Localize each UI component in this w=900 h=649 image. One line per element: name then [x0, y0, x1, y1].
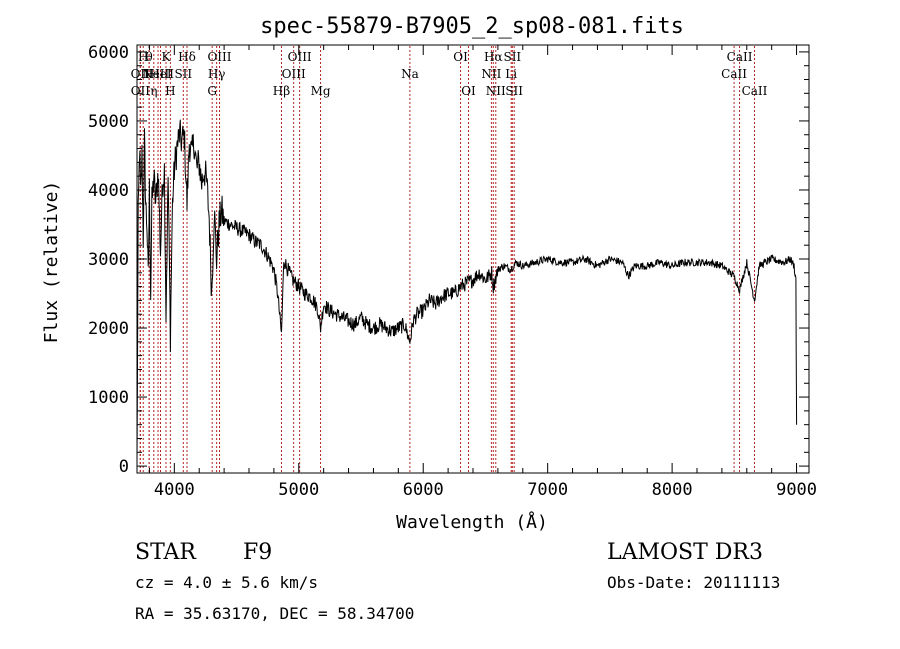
line-label-7: HeI [149, 67, 172, 81]
survey-name: LAMOST DR3 [607, 540, 763, 565]
y-tick-label: 4000 [88, 181, 129, 201]
ra-dec-coordinates: RA = 35.63170, DEC = 58.34700 [135, 604, 414, 623]
line-label-15: Hβ [273, 84, 290, 98]
line-label-24: NII [486, 84, 506, 98]
x-tick-label: 4000 [154, 480, 195, 500]
plot-frame [136, 44, 810, 474]
line-label-6: NeIII [142, 67, 174, 81]
y-tick-label: 5000 [88, 112, 129, 132]
spectrum-series [136, 119, 798, 461]
line-label-4: H [144, 67, 154, 81]
line-label-22: NII [481, 67, 501, 81]
line-label-28: CaII [721, 67, 747, 81]
line-label-13: Hγ [208, 67, 226, 81]
line-label-11: Hδ [178, 50, 196, 64]
x-tick-label: 6000 [403, 480, 444, 500]
x-axis-ticks: 4000 5000 6000 7000 8000 9000 [148, 45, 817, 500]
y-tick-label: 0 [119, 457, 129, 477]
y-axis-label: Flux (relative) [41, 181, 62, 344]
line-label-12: G [207, 84, 217, 98]
y-axis-ticks: 0 1000 2000 3000 4000 5000 6000 [88, 43, 809, 477]
x-axis-label: Wavelength (Å) [396, 511, 548, 533]
redshift-cz: cz = 4.0 ± 5.6 km/s [135, 573, 318, 592]
x-tick-label: 8000 [652, 480, 693, 500]
line-label-8: K [162, 50, 172, 64]
chart-title: spec-55879-B7905_2_sp08-081.fits [260, 14, 684, 39]
line-label-26: SII [503, 50, 521, 64]
line-label-3: θ [145, 50, 152, 64]
obs-date: Obs-Date: 20111113 [607, 573, 780, 592]
line-label-23: Hα [484, 50, 503, 64]
y-tick-label: 6000 [88, 43, 129, 63]
spectral-line-markers [139, 46, 755, 472]
line-label-18: Mg [311, 84, 331, 98]
line-label-25: Li [505, 67, 517, 81]
line-label-2: H [138, 50, 148, 64]
line-label-19: Na [401, 67, 419, 81]
x-tick-label: 9000 [776, 480, 817, 500]
y-tick-label: 3000 [88, 250, 129, 270]
line-label-0: OII [131, 67, 151, 81]
spectrum-line [136, 119, 798, 461]
line-label-14: OIII [207, 50, 231, 64]
line-label-10: SII [174, 67, 192, 81]
x-tick-label: 7000 [527, 480, 568, 500]
object-class: STAR [135, 540, 197, 565]
line-label-27: SII [505, 84, 523, 98]
object-subclass: F9 [243, 540, 272, 565]
line-label-5: η [150, 84, 157, 98]
line-label-17: OIII [288, 50, 312, 64]
line-label-30: CaII [742, 84, 768, 98]
y-tick-label: 2000 [88, 319, 129, 339]
line-label-9: H [165, 84, 175, 98]
x-tick-label: 5000 [278, 480, 319, 500]
line-label-29: CaII [727, 50, 753, 64]
line-label-21: OI [461, 84, 476, 98]
line-label-16: OIII [282, 67, 306, 81]
line-label-1: OII [131, 84, 151, 98]
y-tick-label: 1000 [88, 388, 129, 408]
line-label-20: OI [453, 50, 468, 64]
spectral-line-labels: OIIOIIHθHηNeIIIHeIKHSIIHδGHγOIIIHβOIIIOI… [131, 50, 768, 98]
